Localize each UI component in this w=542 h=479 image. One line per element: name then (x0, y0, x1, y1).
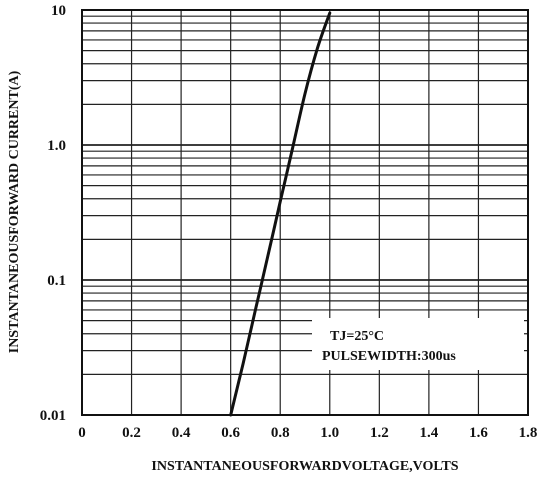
x-tick-labels: 0 0.2 0.4 0.6 0.8 1.0 1.2 1.4 1.6 1.8 (78, 425, 537, 441)
series-layer (229, 11, 332, 417)
annotation-pulse-width: PULSEWIDTH:300us (322, 349, 456, 364)
x-tick-label: 1.0 (320, 425, 339, 441)
annotation-temperature: TJ=25°C (330, 329, 384, 344)
x-axis-title: INSTANTANEOUSFORWARDVOLTAGE,VOLTS (151, 459, 458, 474)
forward-current-curve (229, 11, 332, 417)
y-tick-label: 0.01 (40, 408, 66, 424)
annotation-background (312, 318, 524, 370)
y-tick-label: 10 (51, 3, 66, 19)
x-tick-label: 0.8 (271, 425, 290, 441)
x-tick-label: 0 (78, 425, 86, 441)
x-tick-label: 0.6 (221, 425, 240, 441)
annotation-box: TJ=25°C PULSEWIDTH:300us (312, 318, 524, 370)
x-tick-label: 1.6 (469, 425, 488, 441)
x-tick-label: 0.4 (172, 425, 191, 441)
plot-frame (81, 9, 529, 416)
x-tick-label: 1.4 (420, 425, 439, 441)
x-tick-label: 1.8 (519, 425, 538, 441)
y-tick-label: 1.0 (47, 138, 66, 154)
x-tick-label: 1.2 (370, 425, 389, 441)
x-tick-label: 0.2 (122, 425, 141, 441)
y-axis-title: INSTANTANEOUSFORWARD CURRENT(A) (7, 70, 22, 353)
grid (82, 10, 528, 416)
y-tick-labels: 0.01 0.1 1.0 10 (40, 3, 66, 424)
y-tick-label: 0.1 (47, 273, 66, 289)
